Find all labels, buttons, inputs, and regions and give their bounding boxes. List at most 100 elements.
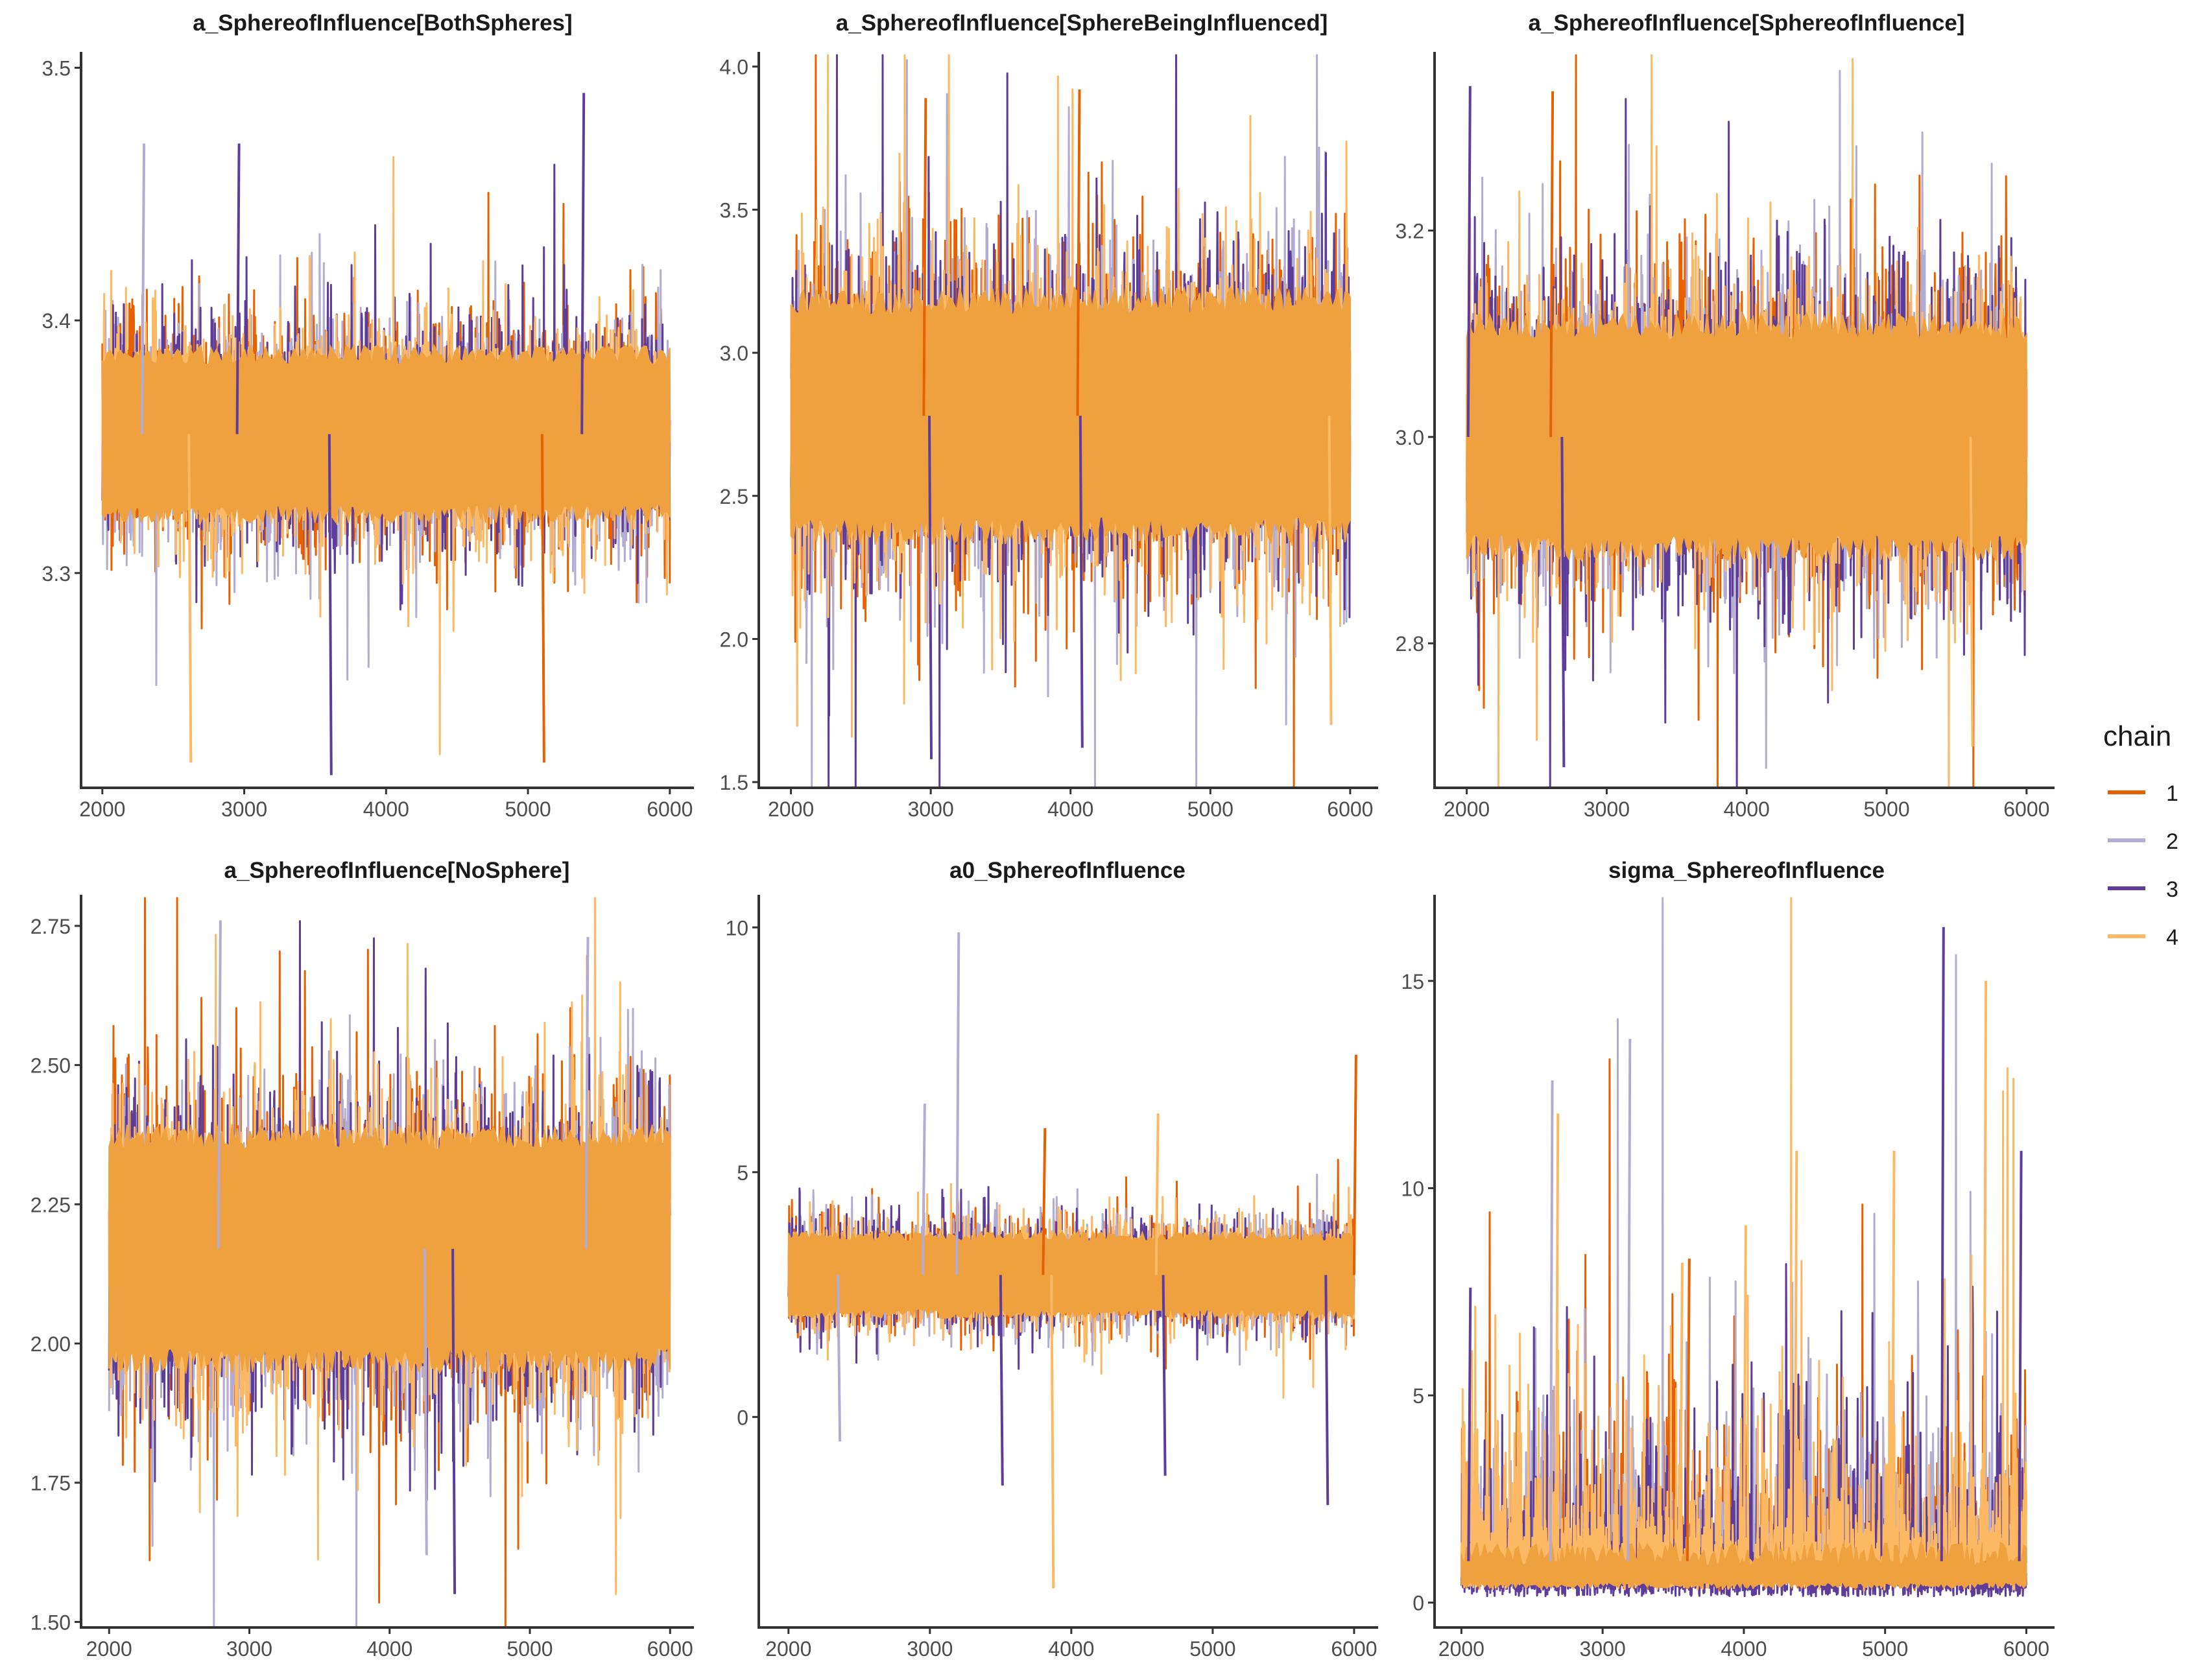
y-tick-label: 3.5: [720, 198, 748, 222]
legend-label: 2: [2166, 829, 2178, 854]
y-tick-label: 0: [737, 1406, 748, 1429]
x-tick-label: 6000: [1327, 798, 1373, 821]
trace-spike: [1549, 91, 1555, 437]
trace-series: [790, 54, 1352, 789]
x-tick-label: 3000: [908, 798, 954, 821]
trace-spike: [1983, 980, 1988, 1561]
trace-spike: [1324, 1275, 1330, 1506]
x-tick-label: 6000: [647, 798, 693, 821]
trace-spike: [955, 932, 960, 1275]
legend-entry-2: 2: [2108, 829, 2178, 854]
trace-spike: [423, 1248, 428, 1556]
panel-title: a0_SphereofInfluence: [949, 858, 1186, 883]
panel-sigma: sigma_SphereofInfluence 0 5 10 15 2000 3000 40…: [1401, 858, 2055, 1661]
trace-spike: [928, 416, 933, 759]
x-tick-label: 4000: [363, 798, 409, 821]
trace-spike: [1162, 1275, 1167, 1476]
panel-title: a_SphereofInfluence[BothSpheres]: [193, 10, 572, 36]
x-tick-label: 3000: [907, 1637, 953, 1661]
x-tick-label: 4000: [1048, 1637, 1094, 1661]
chain-legend: chain 1 2 3 4: [2103, 720, 2178, 950]
trace-spike: [141, 143, 146, 434]
x-tick-label: 3000: [1584, 798, 1630, 821]
x-tick-label: 6000: [647, 1637, 693, 1661]
trace-spike: [217, 920, 222, 1249]
trace-spike: [1742, 1225, 1747, 1561]
y-tick-label: 0: [1413, 1592, 1424, 1615]
y-tick-label: 3.0: [1396, 426, 1424, 449]
trace-spike: [1549, 1080, 1554, 1561]
panel-title: a_SphereofInfluence[SphereBeingInfluence…: [836, 10, 1328, 36]
y-tick-label: 1.75: [30, 1472, 71, 1495]
x-tick-label: 5000: [505, 798, 551, 821]
trace-spike: [1467, 1287, 1472, 1561]
x-tick-label: 6000: [2003, 798, 2049, 821]
trace-spike: [1352, 1054, 1357, 1275]
x-tick-label: 6000: [1331, 1637, 1377, 1661]
trace-spike: [235, 143, 241, 434]
y-tick-label: 2.00: [30, 1332, 71, 1356]
y-tick-label: 1.5: [720, 771, 748, 794]
trace-spike: [1940, 927, 1945, 1561]
y-tick-label: 1.50: [30, 1611, 71, 1634]
trace-spike: [1079, 416, 1084, 748]
x-tick-label: 6000: [2003, 1637, 2049, 1661]
trace-spike: [922, 98, 927, 416]
x-tick-label: 2000: [768, 798, 814, 821]
y-tick-label: 2.0: [720, 628, 748, 651]
panel-title: sigma_SphereofInfluence: [1608, 858, 1885, 883]
y-tick-label: 4.0: [720, 56, 748, 79]
trace-spike: [1560, 436, 1566, 768]
panel-title: a_SphereofInfluence[SphereofInfluence]: [1529, 10, 1965, 36]
y-tick-label: 2.75: [30, 915, 71, 938]
dense-trace-band: [790, 285, 1351, 545]
x-tick-label: 4000: [1047, 798, 1093, 821]
dense-trace-band: [1461, 1540, 2027, 1590]
trace-spike: [1328, 416, 1333, 725]
trace-series: [787, 932, 1357, 1589]
trace-spike: [1466, 86, 1472, 437]
x-tick-label: 3000: [221, 798, 267, 821]
y-tick-label: 5: [737, 1161, 748, 1185]
trace-spike: [1627, 1039, 1632, 1561]
legend-title: chain: [2103, 720, 2171, 752]
legend-label: 1: [2166, 781, 2178, 806]
y-tick-label: 3.5: [42, 56, 71, 80]
trace-spike: [1969, 436, 1974, 747]
x-tick-label: 5000: [1863, 798, 1909, 821]
trace-spike: [540, 434, 545, 763]
x-tick-label: 4000: [366, 1637, 412, 1661]
x-tick-label: 2000: [765, 1637, 811, 1661]
trace-spike: [1793, 1150, 1798, 1561]
y-tick-label: 2.25: [30, 1193, 71, 1216]
panel-sphere-being-influenced: a_SphereofInfluence[SphereBeingInfluence…: [720, 10, 1378, 821]
panel-title: a_SphereofInfluence[NoSphere]: [224, 858, 570, 883]
legend-entry-3: 3: [2108, 877, 2178, 902]
trace-spike: [580, 93, 586, 434]
x-tick-label: 5000: [1189, 1637, 1235, 1661]
trace-spike: [328, 434, 333, 775]
legend-label: 3: [2166, 877, 2178, 902]
trace-spike: [921, 1104, 926, 1275]
panel-sphere-of-influence: a_SphereofInfluence[SphereofInfluence] 2…: [1396, 10, 2055, 821]
trace-spike: [1555, 1113, 1560, 1561]
trace-spike: [1686, 1259, 1691, 1561]
y-tick-label: 3.0: [720, 342, 748, 365]
panel-no-sphere: a_SphereofInfluence[NoSphere] 1.50 1.75 2.…: [30, 858, 694, 1661]
trace-spike: [1050, 1275, 1055, 1589]
y-tick-label: 2.5: [720, 485, 748, 508]
x-tick-label: 4000: [1724, 798, 1770, 821]
trace-spike: [837, 1275, 842, 1442]
dense-trace-band: [1466, 311, 2027, 563]
y-tick-label: 15: [1401, 970, 1424, 993]
legend-label: 4: [2166, 925, 2178, 950]
y-tick-label: 5: [1413, 1384, 1424, 1408]
dense-trace-band: [108, 1123, 671, 1375]
dense-trace-band: [101, 343, 671, 525]
y-tick-label: 10: [1401, 1177, 1424, 1200]
trace-spike: [1076, 89, 1081, 416]
y-tick-label: 3.2: [1396, 220, 1424, 243]
trace-spike: [451, 1248, 457, 1594]
x-tick-label: 2000: [79, 798, 125, 821]
trace-series: [108, 897, 671, 1629]
